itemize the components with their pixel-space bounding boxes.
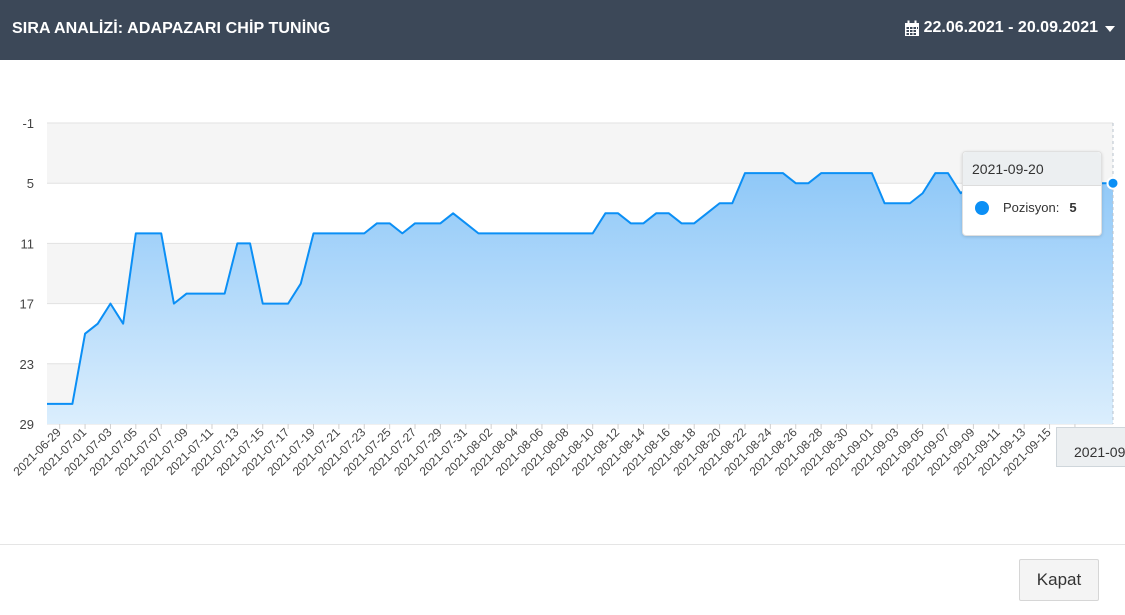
footer-divider — [0, 544, 1125, 545]
series-line — [47, 172, 1113, 405]
y-tick-label: 5 — [27, 176, 34, 191]
y-tick-label: 29 — [20, 417, 34, 432]
close-button[interactable]: Kapat — [1019, 559, 1099, 601]
modal-header: SIRA ANALİZİ: ADAPAZARI CHİP TUNİNG 22.0… — [0, 0, 1125, 60]
calendar-icon — [904, 20, 919, 36]
tooltip-value: 5 — [1069, 200, 1077, 215]
date-range-picker[interactable]: 22.06.2021 - 20.09.2021 — [904, 19, 1115, 37]
hover-marker — [1106, 176, 1120, 190]
tooltip-series-name: Pozisyon: — [1003, 200, 1060, 215]
y-tick-label: 23 — [20, 357, 34, 372]
tooltip-date: 2021-09-20 — [963, 152, 1101, 186]
series-marker-icon — [975, 200, 989, 215]
chart-svg: -15111723292021-06-292021-07-012021-07-0… — [11, 116, 1120, 479]
position-chart: -1 5 11 17 23 29 2021-06-29 2021-07-01 2021-07-0… — [0, 60, 1125, 544]
grid-band — [47, 123, 1113, 184]
y-tick-label: 11 — [21, 236, 35, 251]
y-tick-label: -1 — [22, 116, 34, 131]
xaxis-tooltip: 2021-09 — [1056, 427, 1125, 467]
date-range-label: 22.06.2021 - 20.09.2021 — [923, 19, 1098, 36]
series-area — [47, 173, 1113, 424]
chart-tooltip: 2021-09-20 Pozisyon: 5 — [962, 151, 1102, 236]
modal-title: SIRA ANALİZİ: ADAPAZARI CHİP TUNİNG — [12, 20, 331, 37]
y-tick-label: 17 — [20, 297, 34, 312]
caret-down-icon — [1105, 26, 1115, 32]
